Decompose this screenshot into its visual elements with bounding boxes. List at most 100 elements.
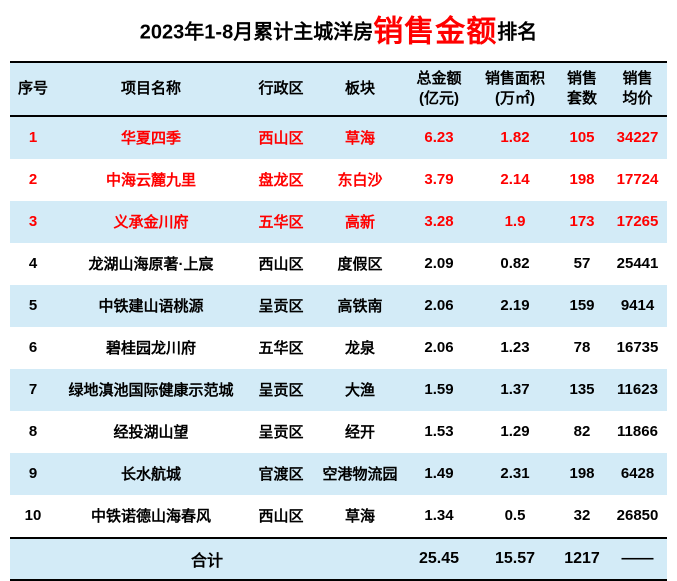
district-cell: 西山区 <box>258 508 304 526</box>
block-cell: 草海 <box>344 508 375 526</box>
avg-price-cell: 26850 <box>616 507 659 525</box>
table-row: 1 华夏四季 西山区 草海 6.23 1.82 105 34227 <box>10 115 667 159</box>
table-row: 6 碧桂园龙川府 五华区 龙泉 2.06 1.23 78 16735 <box>10 327 667 369</box>
rank-cell: 1 <box>28 129 38 147</box>
col-header-district: 行政区 <box>246 61 316 117</box>
total-amount-cell: 2.09 <box>424 255 454 273</box>
sales-area-cell: 1.82 <box>500 129 530 147</box>
district-cell: 呈贡区 <box>258 382 304 400</box>
avg-price-cell: 9414 <box>620 297 655 315</box>
table-row: 3 义承金川府 五华区 高新 3.28 1.9 173 17265 <box>10 200 667 243</box>
district-cell: 五华区 <box>258 340 304 358</box>
title-suffix: 排名 <box>497 21 538 44</box>
avg-price-cell: 11623 <box>617 381 658 399</box>
total-avg-price: —— <box>608 536 667 580</box>
total-label: 合计 <box>10 536 404 580</box>
district-cell: 呈贡区 <box>258 424 304 442</box>
avg-price-cell: 11866 <box>617 423 658 441</box>
rank-cell: 5 <box>28 297 38 315</box>
total-amount-cell: 1.59 <box>424 381 454 399</box>
project-name-cell: 长水航城 <box>120 466 181 484</box>
title-highlight: 销售金额 <box>373 15 498 49</box>
total-units-sold: 1217 <box>556 536 608 580</box>
title-prefix: 2023年1-8月累计主城洋房 <box>139 21 374 44</box>
units-sold-cell: 198 <box>569 465 595 483</box>
header-row: 序号 项目名称 行政区 板块 总金额 (亿元) 销售面积 (万㎡) 销售 套数 … <box>10 61 667 117</box>
units-sold-cell: 105 <box>569 129 595 147</box>
avg-price-cell: 25441 <box>616 255 659 273</box>
project-name-cell: 中海云麓九里 <box>105 172 196 190</box>
col-header-avg-price: 销售 均价 <box>608 61 667 117</box>
district-cell: 盘龙区 <box>258 172 304 190</box>
total-amount-cell: 1.49 <box>424 465 454 483</box>
sales-area-cell: 1.23 <box>500 339 530 357</box>
units-sold-cell: 78 <box>573 339 591 357</box>
total-amount-cell: 2.06 <box>424 339 454 357</box>
total-amount-cell: 3.28 <box>424 213 454 231</box>
sales-ranking-table: 序号 项目名称 行政区 板块 总金额 (亿元) 销售面积 (万㎡) 销售 套数 … <box>10 60 667 581</box>
table-row: 4 龙湖山海原著·上宸 西山区 度假区 2.09 0.82 57 25441 <box>10 243 667 285</box>
district-cell: 西山区 <box>258 256 304 274</box>
rank-cell: 7 <box>28 381 38 399</box>
rank-cell: 8 <box>28 423 38 441</box>
sales-area-cell: 0.5 <box>504 507 526 525</box>
total-sales-area: 15.57 <box>474 536 556 580</box>
rank-cell: 3 <box>28 213 38 231</box>
project-name-cell: 经投湖山望 <box>113 424 189 442</box>
block-cell: 空港物流园 <box>322 466 398 484</box>
total-amount-cell: 2.06 <box>424 297 454 315</box>
rank-cell: 6 <box>28 339 38 357</box>
table-row: 8 经投湖山望 呈贡区 经开 1.53 1.29 82 11866 <box>10 411 667 453</box>
sales-area-cell: 1.9 <box>504 213 526 231</box>
total-row: 合计 25.45 15.57 1217 —— <box>10 536 667 580</box>
col-header-units-sold: 销售 套数 <box>556 61 608 117</box>
col-header-total-amount: 总金额 (亿元) <box>404 61 474 117</box>
project-name-cell: 绿地滇池国际健康示范城 <box>68 382 234 400</box>
sales-area-cell: 1.37 <box>500 381 530 399</box>
table-row: 10 中铁诺德山海春风 西山区 草海 1.34 0.5 32 26850 <box>10 495 667 538</box>
table-row: 5 中铁建山语桃源 呈贡区 高铁南 2.06 2.19 159 9414 <box>10 284 667 327</box>
district-cell: 官渡区 <box>258 466 304 484</box>
district-cell: 西山区 <box>258 130 304 148</box>
col-header-sales-area: 销售面积 (万㎡) <box>474 61 556 117</box>
avg-price-cell: 6428 <box>620 465 655 483</box>
block-cell: 高铁南 <box>337 298 383 316</box>
units-sold-cell: 159 <box>569 297 595 315</box>
total-amount-cell: 1.53 <box>424 423 454 441</box>
project-name-cell: 碧桂园龙川府 <box>105 340 196 358</box>
units-sold-cell: 173 <box>569 213 595 231</box>
rank-cell: 9 <box>28 465 38 483</box>
block-cell: 大渔 <box>344 382 375 400</box>
units-sold-cell: 198 <box>569 171 595 189</box>
block-cell: 东白沙 <box>337 172 383 190</box>
district-cell: 五华区 <box>258 214 304 232</box>
avg-price-cell: 34227 <box>616 129 659 147</box>
table-row: 2 中海云麓九里 盘龙区 东白沙 3.79 2.14 198 17724 <box>10 159 667 201</box>
rank-cell: 4 <box>28 255 38 273</box>
units-sold-cell: 135 <box>569 381 595 399</box>
total-amount: 25.45 <box>404 536 474 580</box>
units-sold-cell: 32 <box>573 507 591 525</box>
sales-area-cell: 2.14 <box>500 171 530 189</box>
avg-price-cell: 16735 <box>616 339 659 357</box>
block-cell: 龙泉 <box>344 340 375 358</box>
district-cell: 呈贡区 <box>258 298 304 316</box>
page-title: 2023年1-8月累计主城洋房销售金额排名 <box>10 10 667 53</box>
table-row: 7 绿地滇池国际健康示范城 呈贡区 大渔 1.59 1.37 135 11623 <box>10 368 667 411</box>
block-cell: 草海 <box>344 130 375 148</box>
avg-price-cell: 17724 <box>616 171 659 189</box>
project-name-cell: 华夏四季 <box>120 130 181 148</box>
col-header-rank: 序号 <box>10 61 56 117</box>
sales-area-cell: 2.19 <box>500 297 530 315</box>
project-name-cell: 中铁建山语桃源 <box>98 298 204 316</box>
table-row: 9 长水航城 官渡区 空港物流园 1.49 2.31 198 6428 <box>10 452 667 495</box>
project-name-cell: 龙湖山海原著·上宸 <box>88 256 214 274</box>
sales-area-cell: 2.31 <box>500 465 530 483</box>
total-amount-cell: 1.34 <box>424 507 454 525</box>
sales-area-cell: 1.29 <box>500 423 530 441</box>
block-cell: 经开 <box>344 424 375 442</box>
rank-cell: 10 <box>24 507 42 525</box>
units-sold-cell: 57 <box>573 255 591 273</box>
project-name-cell: 中铁诺德山海春风 <box>90 508 211 526</box>
sales-area-cell: 0.82 <box>500 255 530 273</box>
